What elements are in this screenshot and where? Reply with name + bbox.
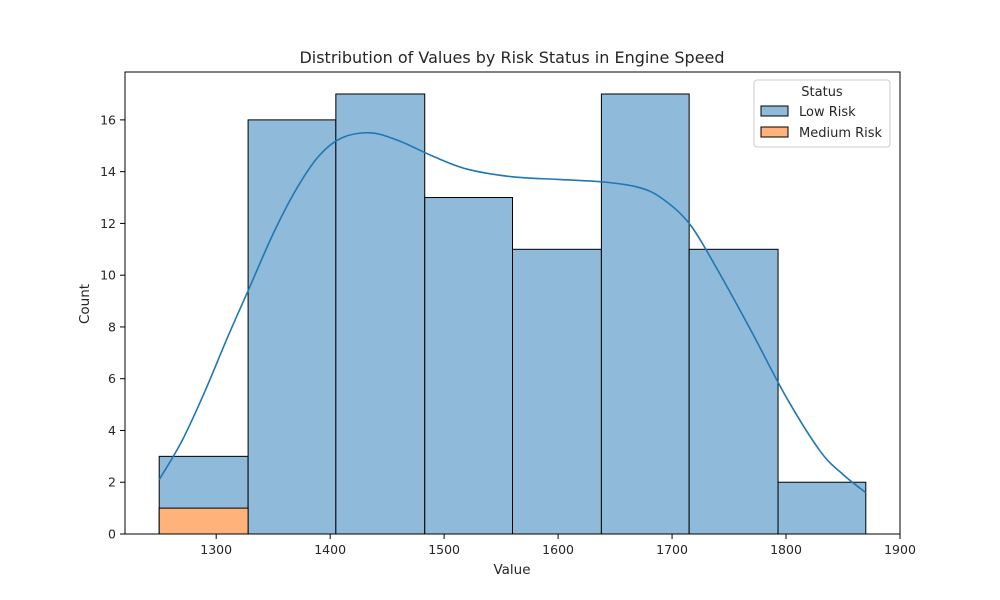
y-tick-label: 8 bbox=[108, 319, 116, 334]
legend-label-medium-risk: Medium Risk bbox=[799, 126, 883, 141]
low-risk-bar bbox=[688, 248, 779, 535]
x-axis-ticks: 1300 1400 1500 1600 1700 1800 1900 bbox=[200, 534, 916, 557]
low-risk-bar bbox=[600, 93, 690, 535]
axes-border bbox=[124, 71, 901, 535]
legend: Status Low Risk Medium Risk bbox=[753, 79, 891, 148]
x-tick-label: 1900 bbox=[884, 542, 916, 557]
x-tick-label: 1400 bbox=[314, 542, 346, 557]
x-tick-label: 1600 bbox=[542, 542, 574, 557]
y-tick-label: 0 bbox=[108, 527, 116, 542]
y-tick-label: 4 bbox=[108, 423, 116, 438]
medium-risk-bar bbox=[158, 507, 249, 535]
legend-title: Status bbox=[801, 85, 843, 100]
legend-swatch-low-risk bbox=[760, 105, 789, 117]
y-tick-label: 14 bbox=[100, 164, 116, 179]
x-tick-label: 1500 bbox=[428, 542, 460, 557]
legend-swatch-medium-risk bbox=[760, 126, 789, 138]
low-risk-bar bbox=[424, 197, 513, 535]
low-risk-bar bbox=[777, 481, 867, 535]
x-tick-label: 1700 bbox=[656, 542, 688, 557]
medium-risk-bars bbox=[158, 507, 249, 535]
chart-title: Distribution of Values by Risk Status in… bbox=[299, 48, 724, 67]
x-tick-label: 1300 bbox=[200, 542, 232, 557]
low-risk-bar bbox=[512, 248, 602, 535]
y-tick-label: 6 bbox=[108, 371, 116, 386]
y-tick-label: 2 bbox=[108, 475, 116, 490]
y-tick-label: 10 bbox=[100, 268, 116, 283]
y-axis-ticks: 0 2 4 6 8 10 12 14 16 bbox=[100, 112, 125, 542]
low-risk-bar bbox=[335, 93, 426, 535]
axes-frame bbox=[124, 71, 901, 535]
low-risk-bar bbox=[247, 119, 337, 535]
y-tick-label: 12 bbox=[100, 216, 116, 231]
x-axis-label: Value bbox=[493, 562, 530, 578]
low-risk-kde-curve bbox=[158, 131, 867, 494]
x-tick-label: 1800 bbox=[770, 542, 802, 557]
legend-label-low-risk: Low Risk bbox=[799, 105, 856, 120]
y-tick-label: 16 bbox=[100, 112, 116, 127]
low-risk-bars bbox=[158, 93, 867, 535]
y-axis-label: Count bbox=[77, 284, 93, 324]
